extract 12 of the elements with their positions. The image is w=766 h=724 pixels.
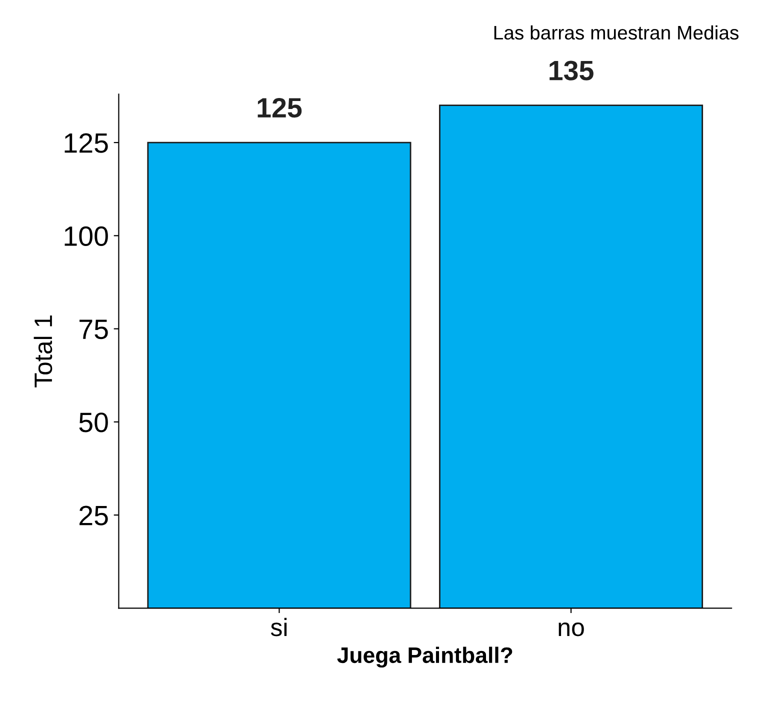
y-tick-label: 125 [64,133,108,153]
y-tick-label: 100 [64,226,108,246]
x-tick-label: no [558,622,584,636]
x-axis-title: Juega Paintball? [337,646,512,668]
y-tick-label: 50 [79,412,108,432]
y-tick-label: 75 [80,320,108,340]
y-axis-title: Total 1 [34,316,52,388]
x-tick-label: si [270,618,287,636]
y-tick-label: 25 [80,506,108,526]
text: Las barras muestran Medias [494,25,739,40]
data-label: 125 [258,98,302,118]
data-label: 135 [550,60,594,80]
